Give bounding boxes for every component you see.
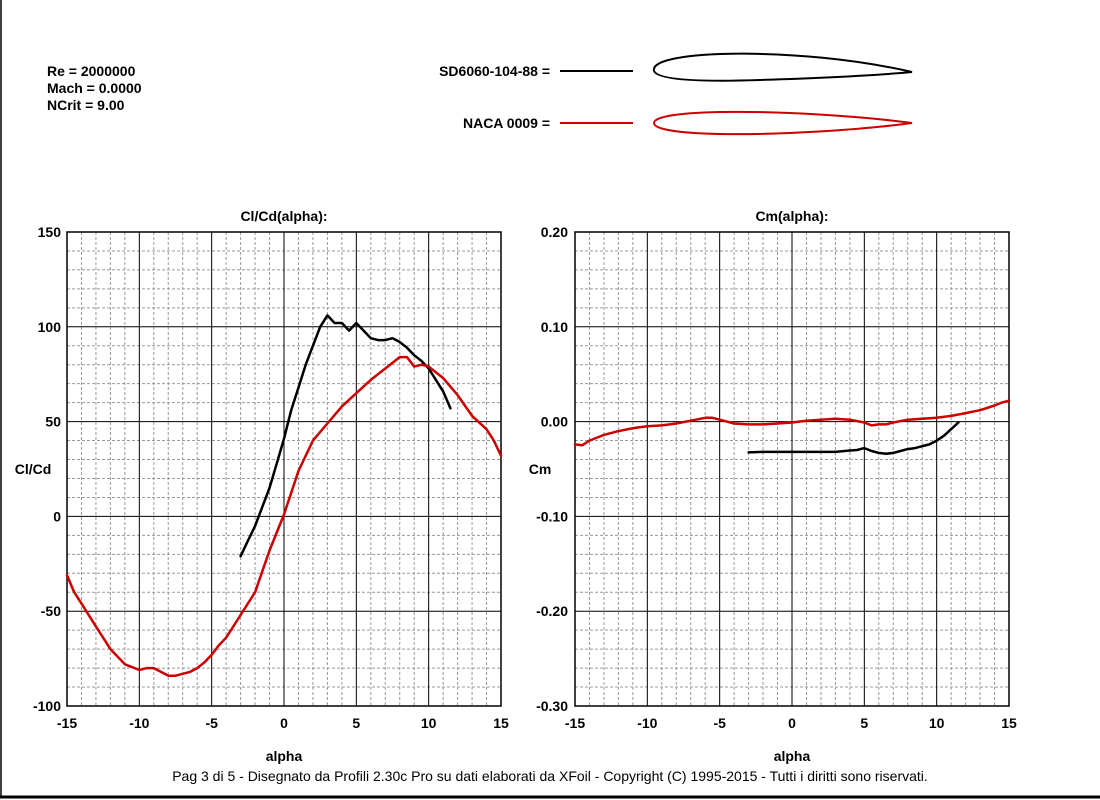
y-tick-label: -0.10	[536, 508, 568, 524]
ncrit-value: NCrit = 9.00	[47, 97, 125, 113]
x-tick-label: 5	[352, 715, 360, 731]
plot-frame	[66, 231, 502, 707]
y-tick-label: 0.20	[541, 224, 568, 240]
plot-frame	[574, 231, 1010, 707]
mach-number: Mach = 0.0000	[47, 80, 142, 96]
y-tick-label: 100	[38, 319, 62, 335]
legend-foil-sd6060	[560, 52, 913, 82]
series-line-naca-0009	[573, 399, 1011, 447]
chart-cm-alpha: -15 -10 -5 0 5 10 15 -0.30 -0.20 -0.10 0.00 0.10 0.2…	[529, 208, 1017, 764]
legend-foil-naca0009	[560, 110, 913, 136]
series-line-naca-0009	[65, 355, 503, 677]
chart-title: Cl/Cd(alpha):	[240, 208, 327, 224]
y-tick-label: 50	[45, 414, 61, 430]
chart-clcd-alpha: -15 -10 -5 0 5 10 15-100-50050100150Cl/Cd(alph…	[15, 208, 509, 764]
series-line-sd6060-104-88	[239, 314, 452, 558]
chart-title: Cm(alpha):	[755, 208, 828, 224]
y-tick-label: -50	[41, 603, 61, 619]
airfoil-shape-naca0009	[652, 110, 913, 136]
reynolds-number: Re = 2000000	[47, 63, 136, 79]
x-tick-label: 0	[280, 715, 288, 731]
y-axis-title: Cm	[529, 461, 552, 477]
x-axis-title: alpha	[774, 748, 811, 764]
y-tick-label: -0.30	[536, 698, 568, 714]
y-tick-label: 150	[38, 224, 62, 240]
x-tick-label: 10	[421, 715, 437, 731]
x-tick-label: -15	[565, 715, 585, 731]
x-tick-label: 0	[788, 715, 796, 731]
y-tick-label: -0.20	[536, 603, 568, 619]
legend-label-sd6060: SD6060-104-88 =	[439, 63, 550, 79]
x-tick-label: -5	[205, 715, 218, 731]
y-tick-label: 0.10	[541, 319, 568, 335]
x-tick-label: 5	[860, 715, 868, 731]
airfoil-shape-sd6060	[652, 52, 913, 82]
x-tick-label: 10	[929, 715, 945, 731]
y-tick-label: 0	[53, 508, 61, 524]
legend-label-naca0009: NACA 0009 =	[462, 115, 550, 131]
y-tick-label: -100	[33, 698, 61, 714]
x-tick-label: -10	[129, 715, 149, 731]
series-line-sd6060-104-88	[747, 421, 960, 456]
flow-parameters: Re = 2000000 Mach = 0.0000 NCrit = 9.00	[47, 63, 142, 114]
x-tick-label: -5	[713, 715, 726, 731]
x-axis-title: alpha	[266, 748, 303, 764]
page-footer: Pag 3 di 5 - Disegnato da Profili 2.30c …	[172, 768, 928, 784]
y-tick-label: 0.00	[541, 414, 568, 430]
x-tick-label: 15	[1001, 715, 1017, 731]
x-tick-label: -15	[57, 715, 77, 731]
x-tick-label: 15	[493, 715, 509, 731]
x-tick-label: -10	[637, 715, 657, 731]
y-axis-title: Cl/Cd	[15, 461, 52, 477]
